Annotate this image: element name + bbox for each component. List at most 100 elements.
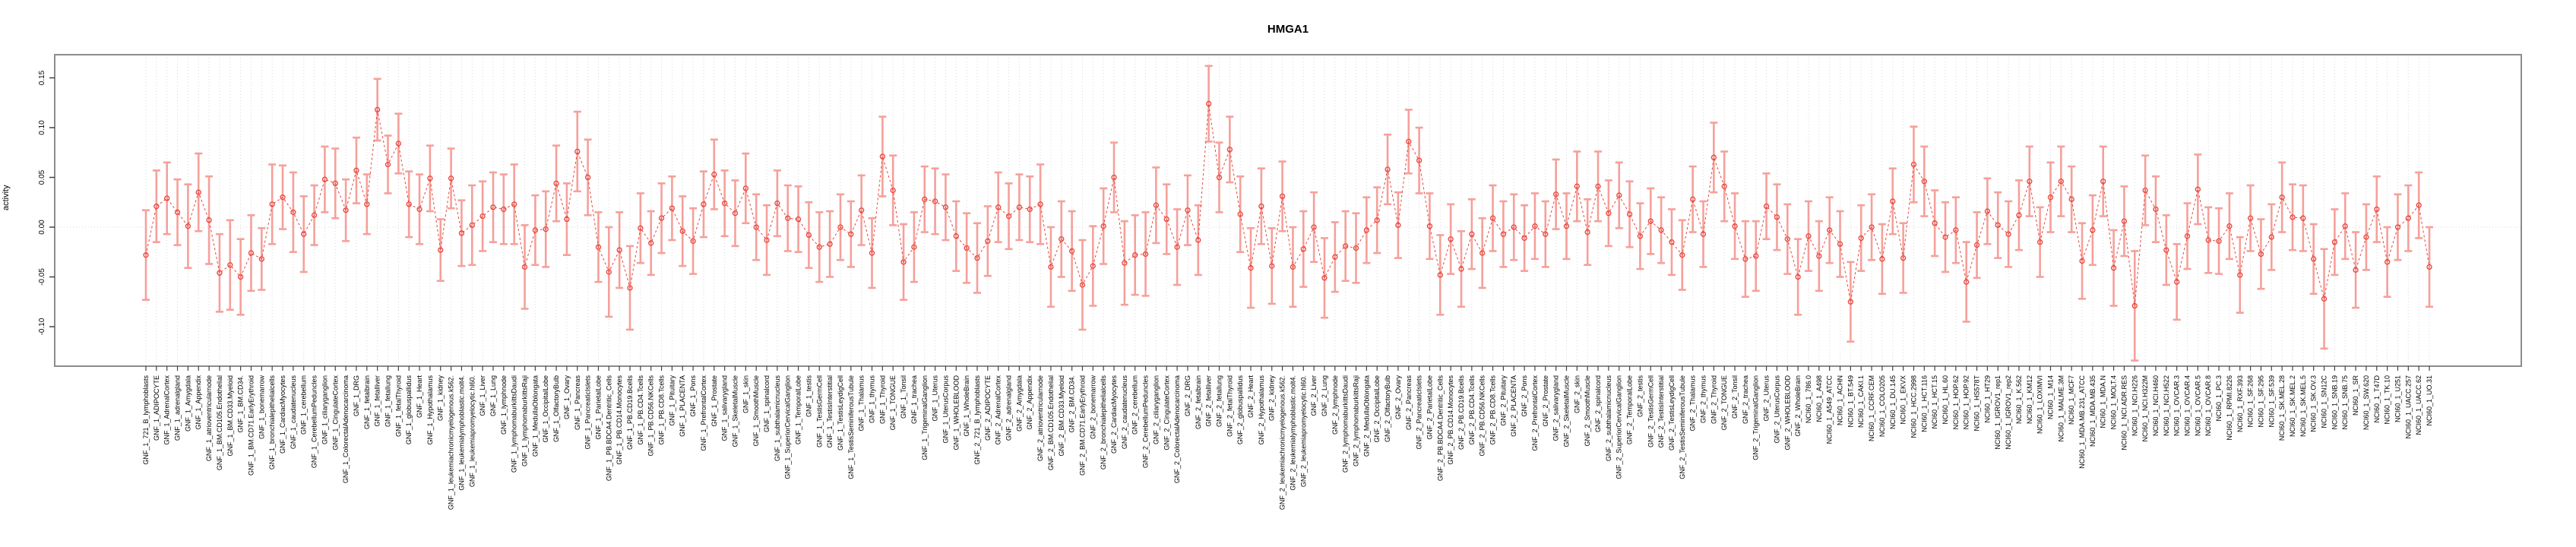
data-point: [711, 171, 717, 178]
data-point: [1479, 250, 1486, 256]
x-tick-label: NCI60_1_CAKI.1: [1857, 375, 1865, 428]
data-point: [2184, 233, 2191, 239]
x-tick-label: NCI60_1_COLO205: [1878, 375, 1886, 437]
data-point: [511, 201, 517, 207]
data-point: [616, 247, 622, 253]
data-point: [448, 175, 454, 182]
data-point: [564, 216, 570, 223]
data-point: [1258, 203, 1264, 210]
data-point: [1647, 218, 1654, 224]
x-tick-label: GNF_2_Hypothalamus: [1258, 375, 1265, 445]
x-tick-label: GNF_2_SkeletalMuscle: [1562, 375, 1570, 447]
x-tick-label: GNF_2_leukemialymphoblastic.molt4.: [1289, 375, 1296, 491]
x-tick-label: GNF_2_DRG: [1184, 375, 1191, 416]
x-tick-label: GNF_1_subthalamicnucleus: [774, 375, 781, 462]
x-tick-label: GNF_2_PB.CD14.Monocytes: [1447, 375, 1454, 465]
x-tick-label: GNF_1_thymus: [869, 375, 876, 424]
data-point: [1027, 206, 1033, 213]
x-tick-label: GNF_1_Hypothalamus: [426, 375, 434, 445]
data-point: [1005, 213, 1012, 220]
data-point: [2300, 215, 2306, 221]
data-point: [1363, 227, 1370, 233]
x-tick-label: GNF_2_Tonsil: [1731, 375, 1739, 419]
x-tick-label: GNF_2_Thalamus: [1689, 375, 1697, 432]
x-tick-label: GNF_1_Prostate: [710, 375, 718, 427]
data-point: [1142, 251, 1149, 258]
x-tick-label: GNF_2_Appendix: [1026, 375, 1033, 430]
x-tick-label: GNF_2_salivarygland: [1552, 375, 1560, 441]
x-tick-label: GNF_2_cerebellum: [1131, 375, 1139, 435]
x-tick-label: NCI60_1_OVCAR.8: [2204, 375, 2212, 436]
x-tick-label: NCI60_1_HOP.62: [1952, 375, 1960, 429]
x-tick-label: NCI60_1_NCI.H322M: [2141, 375, 2149, 442]
data-point: [290, 209, 296, 216]
x-tick-label: GNF_1_Appendix: [195, 375, 202, 430]
data-point: [1079, 282, 1086, 288]
data-point: [837, 224, 843, 230]
data-point: [1921, 179, 1927, 185]
x-tick-label: GNF_1_ADIPOCYTE: [153, 375, 160, 441]
x-tick-label: GNF_2_WHOLEBLOOD: [1783, 375, 1791, 451]
data-point: [2384, 259, 2391, 265]
data-point: [1122, 260, 1128, 266]
data-point: [227, 262, 233, 268]
data-point: [764, 237, 770, 243]
data-point: [595, 244, 602, 250]
data-point: [1543, 231, 1549, 237]
x-tick-label: GNF_1_PB.CD19.Bcells: [626, 375, 634, 451]
x-tick-label: GNF_2_CardiacMyocytes: [1110, 375, 1118, 454]
data-point: [1763, 203, 1770, 210]
x-tick-label: GNF_1_Thyroid: [878, 375, 886, 424]
data-point: [2342, 223, 2348, 229]
data-point: [1942, 234, 1948, 240]
data-point: [1195, 237, 1201, 243]
x-tick-label: GNF_2_bronchialepithelialcells: [1100, 375, 1107, 470]
x-tick-label: GNF_2_TestisGermCell: [1647, 375, 1654, 447]
x-tick-label: GNF_2_fetalliver: [1205, 375, 1213, 427]
x-tick-label: GNF_2_subthalamicnucleus: [1605, 375, 1612, 462]
data-point: [1858, 235, 1864, 242]
data-point: [953, 233, 959, 239]
data-point: [1805, 233, 1812, 239]
x-tick-label: GNF_1_UterusCorpus: [941, 375, 949, 444]
x-tick-label: GNF_2_CerebellumPeduncles: [1142, 375, 1150, 469]
x-tick-label: NCI60_1_SNB.19: [2331, 375, 2338, 430]
data-point: [1343, 243, 1349, 249]
data-point: [805, 232, 812, 239]
x-tick-label: GNF_1_SkeletalMuscle: [731, 375, 739, 447]
x-tick-label: GNF_1_PB.BDCA4.Dentritic_Cells: [605, 375, 612, 482]
x-tick-label: NCI60_1_PC.3: [2215, 375, 2223, 422]
x-tick-label: GNF_2_PB.CD4.Tcells: [1468, 375, 1476, 445]
x-tick-label: GNF_2_lymphomaburkittsRaji: [1353, 375, 1360, 466]
x-tick-label: NCI60_1_786.0: [1805, 375, 1812, 423]
x-tick-label: GNF_2_PB.BDCA4.Dentritic_Cells: [1436, 375, 1444, 482]
data-point: [1658, 227, 1664, 233]
x-tick-label: NCI60_1_MALME.3M: [2057, 375, 2065, 442]
data-point: [1827, 227, 1833, 233]
data-point: [1153, 202, 1160, 208]
data-point: [1774, 214, 1780, 220]
data-point: [879, 153, 886, 160]
x-tick-label: GNF_2_atrioventricularnode: [1036, 375, 1044, 461]
data-point: [164, 195, 170, 201]
data-point: [1016, 204, 1023, 210]
data-point: [395, 141, 402, 147]
data-point: [1132, 252, 1138, 258]
plot-border: [54, 54, 2522, 367]
data-point: [1953, 227, 1959, 233]
y-tick-label: 0.00: [38, 220, 46, 235]
data-point: [2290, 214, 2296, 220]
data-point: [995, 204, 1002, 210]
data-point: [174, 209, 181, 216]
x-tick-label: GNF_1_Liver: [479, 375, 486, 416]
data-point: [469, 222, 475, 229]
x-tick-label: GNF_1_TestisLeydigCell: [837, 375, 844, 451]
x-tick-label: NCI60_1_NCI.H522: [2163, 375, 2170, 436]
data-point: [2353, 267, 2359, 273]
x-tick-label: NCI60_1_CCRF.CEM: [1868, 375, 1875, 441]
x-tick-label: NCI60_1_SW.620: [2362, 375, 2370, 430]
data-point: [1048, 264, 1054, 270]
data-point: [1816, 253, 1822, 259]
data-point: [1900, 255, 1907, 261]
data-point: [217, 270, 223, 276]
